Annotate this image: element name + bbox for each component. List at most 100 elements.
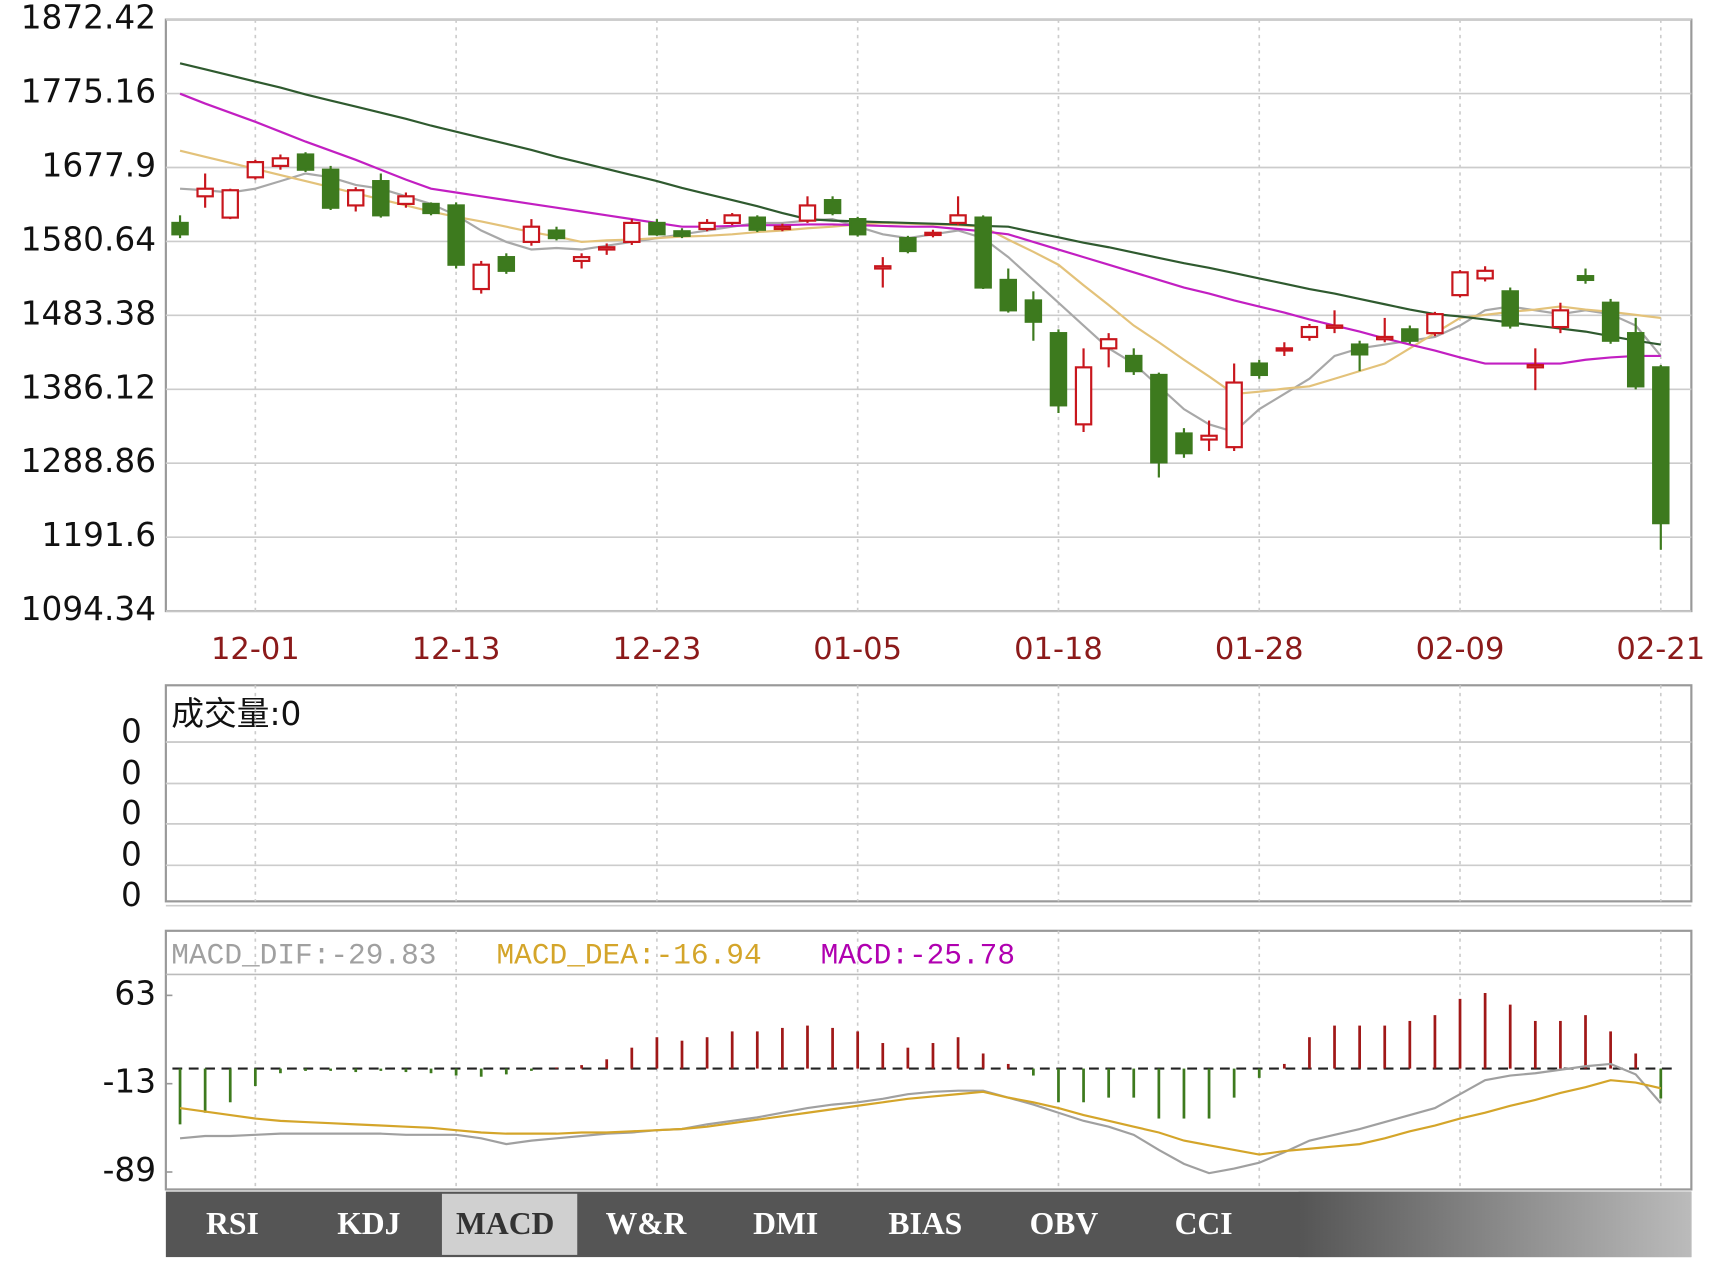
candle-body [572,256,591,263]
candle-body [1551,309,1570,329]
tab-selected-bg[interactable] [441,1193,578,1255]
candle-body [1652,366,1670,525]
candle-body [372,180,390,217]
x-tick-label: 01-05 [813,632,902,667]
candle-body [949,214,967,225]
candle-body [1074,366,1093,426]
candle-body [924,231,942,237]
candle-body [723,214,741,225]
candle-body [748,216,767,231]
x-tick-label: 01-18 [1014,632,1103,667]
candle-body [698,221,716,231]
y-tick-label: 1677.9 [42,147,156,185]
y-tick-label: 1872.42 [21,0,156,37]
candle-body [1526,363,1545,369]
candle-body [171,221,189,236]
candle-body [497,256,516,272]
y-tick-label: 0 [121,794,142,832]
volume-title: 成交量:0 [171,695,301,733]
candle-body [397,195,415,206]
y-tick-label: 0 [121,754,142,792]
candle-body [648,221,666,236]
candle-body [999,278,1017,312]
x-tick-label: 02-21 [1616,632,1705,667]
legend-entry: MACD_DEA:-16.94 [496,939,761,973]
macd-line [179,1079,1662,1156]
tab[interactable]: BIAS [888,1206,962,1241]
candle-body [1476,269,1494,280]
candle-body [623,221,641,244]
y-tick-label: 1775.16 [21,73,156,111]
x-tick-label: 01-28 [1215,632,1304,667]
candle-body [1175,432,1193,455]
candle-body [221,189,239,219]
candle-body [848,218,867,236]
candle-body [296,153,315,171]
tab[interactable]: RSI [206,1206,259,1241]
y-tick-label: 1580.64 [21,220,156,258]
candle-body [974,216,992,289]
candle-body [1200,434,1218,441]
legend-entry: MACD:-25.78 [821,939,1015,973]
candle-body [1300,325,1319,339]
candle-body [899,237,917,253]
candle-body [472,263,490,291]
candle-body [1350,343,1369,356]
candle-body [447,204,465,266]
candle-body [1451,271,1469,297]
candle-body [1601,301,1620,342]
candle-body [1576,275,1595,282]
tab[interactable]: CCI [1175,1206,1233,1241]
y-tick-label: -89 [103,1151,156,1189]
legend-entry: MACD_DIF:-29.83 [171,939,436,973]
candle-body [271,157,290,167]
candle-body [1626,332,1645,388]
y-tick-label: 63 [114,974,156,1012]
y-tick-label: 0 [121,836,142,874]
candle-body [1501,290,1519,327]
y-tick-label: 0 [121,876,142,914]
y-tick-label: 1191.6 [42,516,156,554]
tab[interactable]: DMI [753,1206,818,1241]
tab[interactable]: KDJ [337,1206,400,1241]
candle-body [823,199,842,215]
candle-body [522,225,541,244]
candle-body [1426,313,1444,335]
candle-body [196,187,214,198]
candle-body [874,265,892,270]
x-tick-label: 12-01 [211,632,300,667]
x-tick-label: 12-23 [613,632,702,667]
candle-body [597,246,616,251]
candle-body [798,204,817,222]
x-tick-label: 02-09 [1416,632,1505,667]
candle-body [1125,354,1143,373]
candle-body [347,189,365,207]
candle-body [1024,299,1043,323]
candle-body [1376,335,1394,341]
y-tick-label: 1094.34 [21,590,156,628]
candle-body [1150,373,1168,464]
y-tick-label: 0 [121,712,142,750]
candle-body [1250,362,1268,377]
y-tick-label: 1483.38 [21,294,156,332]
candle-body [547,229,566,240]
candle-body [246,161,265,179]
volume-panel [164,684,1693,903]
candle-body [321,168,340,209]
y-tick-label: 1288.86 [21,442,156,480]
candle-body [1275,347,1294,352]
candle-body [1225,381,1243,449]
moving-average-line [179,92,1661,365]
candle-body [773,225,792,231]
tab[interactable]: MACD [456,1206,554,1241]
macd-line [179,1062,1662,1175]
y-tick-label: 1386.12 [21,368,156,406]
tab[interactable]: OBV [1030,1206,1099,1241]
candle-body [1401,328,1419,342]
tab[interactable]: W&R [606,1206,688,1241]
candle-body [1049,332,1068,407]
x-tick-label: 12-13 [412,632,501,667]
moving-average-line [179,62,1661,346]
tab-bar-fade [1298,1191,1692,1258]
